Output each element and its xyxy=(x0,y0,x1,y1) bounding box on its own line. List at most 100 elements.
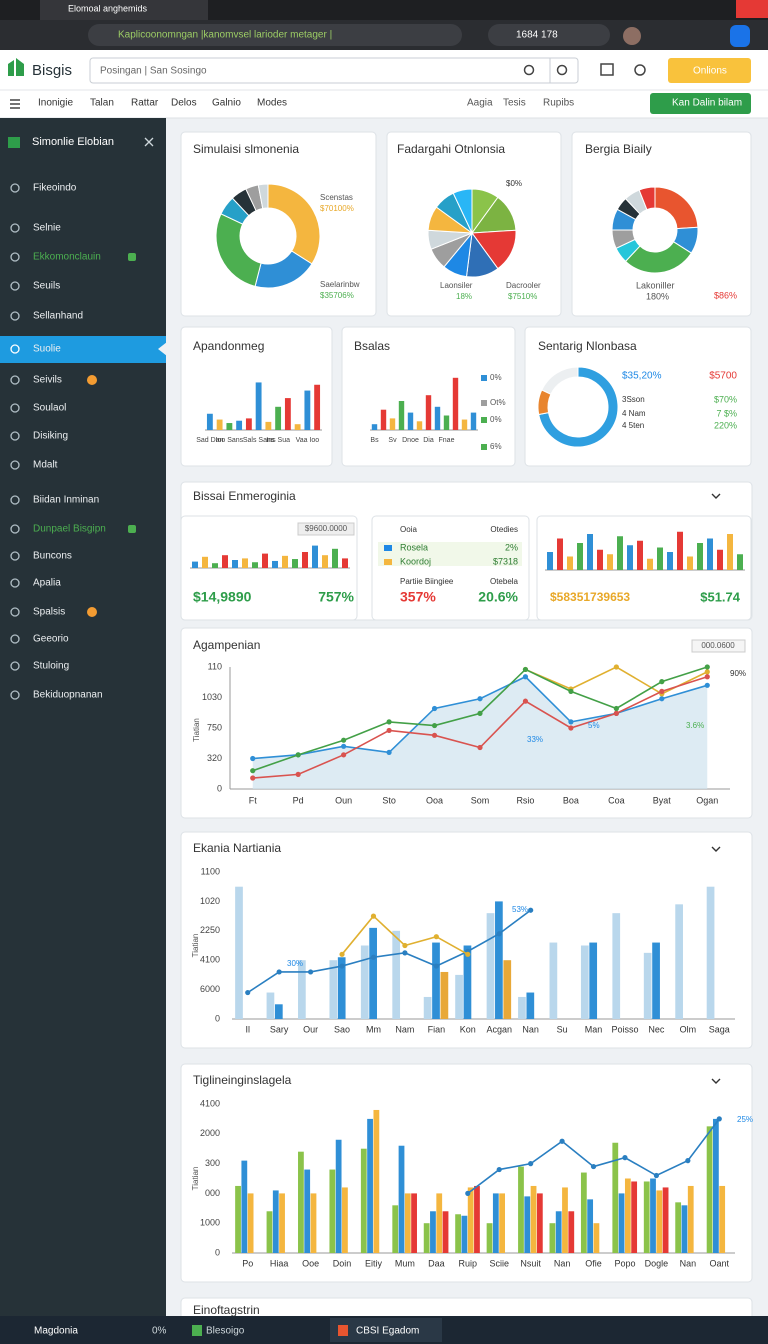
bar xyxy=(549,942,558,1019)
y-tick-label: 2250 xyxy=(200,925,220,935)
task-icon xyxy=(338,1325,348,1336)
tab[interactable] xyxy=(40,0,208,20)
sidebar-item[interactable]: Fikeoindo xyxy=(33,183,77,194)
point xyxy=(245,989,251,996)
sidebar-item[interactable]: Stuloing xyxy=(33,661,69,672)
options-button[interactable] xyxy=(668,58,751,83)
stat: $35,20% xyxy=(622,371,662,382)
search-icon[interactable] xyxy=(523,64,535,76)
bar xyxy=(555,1211,562,1253)
nav-item[interactable]: Talan xyxy=(90,98,114,109)
point xyxy=(613,710,619,716)
bar xyxy=(712,1118,719,1253)
bar xyxy=(643,1181,650,1253)
bar xyxy=(442,1211,449,1253)
taskbar-item[interactable]: 0% xyxy=(152,1326,167,1337)
sidebar-item[interactable]: Seuils xyxy=(33,281,60,292)
y-tick-label: 750 xyxy=(207,722,222,732)
point xyxy=(339,951,345,957)
bar xyxy=(717,549,723,570)
bar xyxy=(530,1185,537,1253)
x-tick-label: Boa xyxy=(563,795,579,805)
point xyxy=(276,969,282,975)
url-field[interactable] xyxy=(88,24,462,46)
check-badge xyxy=(128,253,136,261)
close-sidebar[interactable] xyxy=(144,137,154,147)
taskbar-item[interactable]: Blesoigo xyxy=(206,1326,245,1337)
nav-item[interactable]: Rupibs xyxy=(543,98,574,109)
nav-item[interactable]: Tesis xyxy=(503,98,526,109)
point xyxy=(568,688,574,695)
bar xyxy=(236,420,243,430)
y-tick-label: 1000 xyxy=(200,1218,220,1228)
sidebar-item[interactable]: Sellanhand xyxy=(33,311,83,322)
sidebar-item[interactable]: Selnie xyxy=(33,223,61,234)
bar xyxy=(274,1004,283,1019)
bar xyxy=(322,555,328,568)
sidebar-item[interactable]: Buncons xyxy=(33,551,72,562)
close-window[interactable] xyxy=(736,0,768,18)
x-tick-label: Sao xyxy=(334,1024,350,1034)
sidebar-item[interactable]: Disiking xyxy=(33,431,68,442)
bar xyxy=(242,558,248,568)
sidebar-icon xyxy=(10,495,20,505)
extension-icon[interactable] xyxy=(730,25,750,47)
sidebar-item[interactable]: Bekiduopnanan xyxy=(33,690,103,701)
x-tick-label: Daa xyxy=(428,1258,445,1268)
stat: 3Sson xyxy=(622,395,645,404)
point xyxy=(465,1190,471,1196)
point xyxy=(496,1166,502,1173)
taskbar-item[interactable]: Magdonia xyxy=(34,1326,78,1337)
sidebar-item[interactable]: Soulaol xyxy=(33,403,66,414)
sidebar-item[interactable]: Apalia xyxy=(33,578,61,589)
nav-item[interactable]: Aagia xyxy=(467,98,493,109)
bar xyxy=(526,992,535,1019)
sidebar-item[interactable]: Suolie xyxy=(33,344,61,355)
icon[interactable] xyxy=(634,64,646,76)
stat: 4 5ten xyxy=(622,421,644,430)
sidebar-item[interactable]: Biidan Inminan xyxy=(33,495,99,506)
taskbar-item[interactable]: CBSI Egadom xyxy=(356,1326,419,1337)
x-tick-label: Dogle xyxy=(645,1258,669,1268)
bar xyxy=(298,1151,304,1253)
sidebar-item[interactable]: Mdalt xyxy=(33,460,58,471)
sidebar-item[interactable]: Spalsis xyxy=(33,607,65,618)
point xyxy=(613,664,619,670)
active-arrow xyxy=(158,342,167,356)
active-item[interactable] xyxy=(0,336,166,363)
sidebar-icon xyxy=(10,281,20,291)
sidebar-item[interactable]: Seivils xyxy=(33,375,62,386)
search-placeholder: Posingan | San Sosingo xyxy=(100,66,207,77)
bar xyxy=(499,1193,506,1253)
annotation: 30% xyxy=(287,959,303,968)
action-button[interactable] xyxy=(650,93,751,114)
bar xyxy=(657,547,663,570)
avatar[interactable] xyxy=(623,27,641,45)
icon[interactable] xyxy=(600,63,614,76)
x-tick-label: Ft xyxy=(249,795,257,805)
nav-item[interactable]: Delos xyxy=(171,98,197,109)
x-tick-label: Som xyxy=(471,795,490,805)
nav-item[interactable]: Galnio xyxy=(212,98,241,109)
search-icon[interactable] xyxy=(556,64,568,76)
bar xyxy=(706,1126,713,1253)
chevron xyxy=(711,493,721,499)
sidebar-icon xyxy=(10,634,20,644)
browser-search[interactable] xyxy=(488,24,610,46)
menu-icon[interactable] xyxy=(10,99,20,109)
point xyxy=(704,664,710,670)
total: $58351739653 xyxy=(550,590,630,604)
chevron xyxy=(711,846,721,852)
sidebar-item[interactable]: Ekkomonclauin xyxy=(33,252,101,263)
search-field[interactable] xyxy=(89,57,579,84)
bar xyxy=(292,559,298,568)
x-tick-label: Nec xyxy=(648,1024,665,1034)
bar xyxy=(618,1193,625,1253)
nav-item[interactable]: Rattar xyxy=(131,98,159,109)
point xyxy=(465,951,471,957)
nav-item[interactable]: Inonigie xyxy=(38,98,73,109)
bar xyxy=(392,930,401,1019)
sidebar-item[interactable]: Dunpael Bisgipn xyxy=(33,524,106,535)
sidebar-item[interactable]: Geeorio xyxy=(33,634,69,645)
nav-item[interactable]: Modes xyxy=(257,98,287,109)
